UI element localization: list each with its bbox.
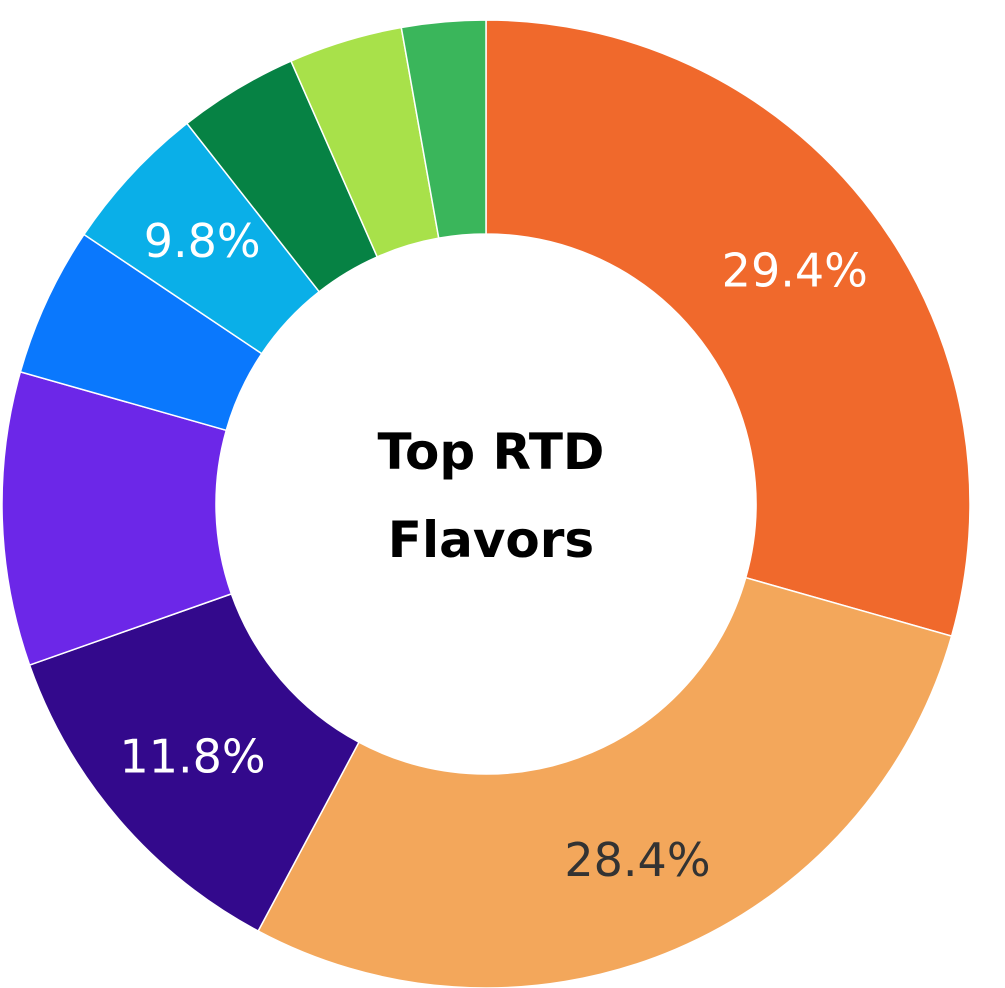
- slice-label-1: 28.4%: [564, 833, 710, 887]
- pie-slice-1: [257, 576, 953, 988]
- chart-title-line-2: Flavors: [387, 511, 595, 569]
- slice-label-2: 11.8%: [119, 729, 265, 783]
- chart-title-line-1: Top RTD: [377, 423, 605, 481]
- pie-slice-0: [485, 19, 971, 638]
- pie-slice-2: [28, 592, 360, 933]
- pie-slice-8: [400, 19, 487, 240]
- slice-label-0: 29.4%: [722, 244, 868, 298]
- slice-label-5: 9.8%: [144, 214, 261, 268]
- chart-title: Top RTD Flavors: [291, 408, 691, 584]
